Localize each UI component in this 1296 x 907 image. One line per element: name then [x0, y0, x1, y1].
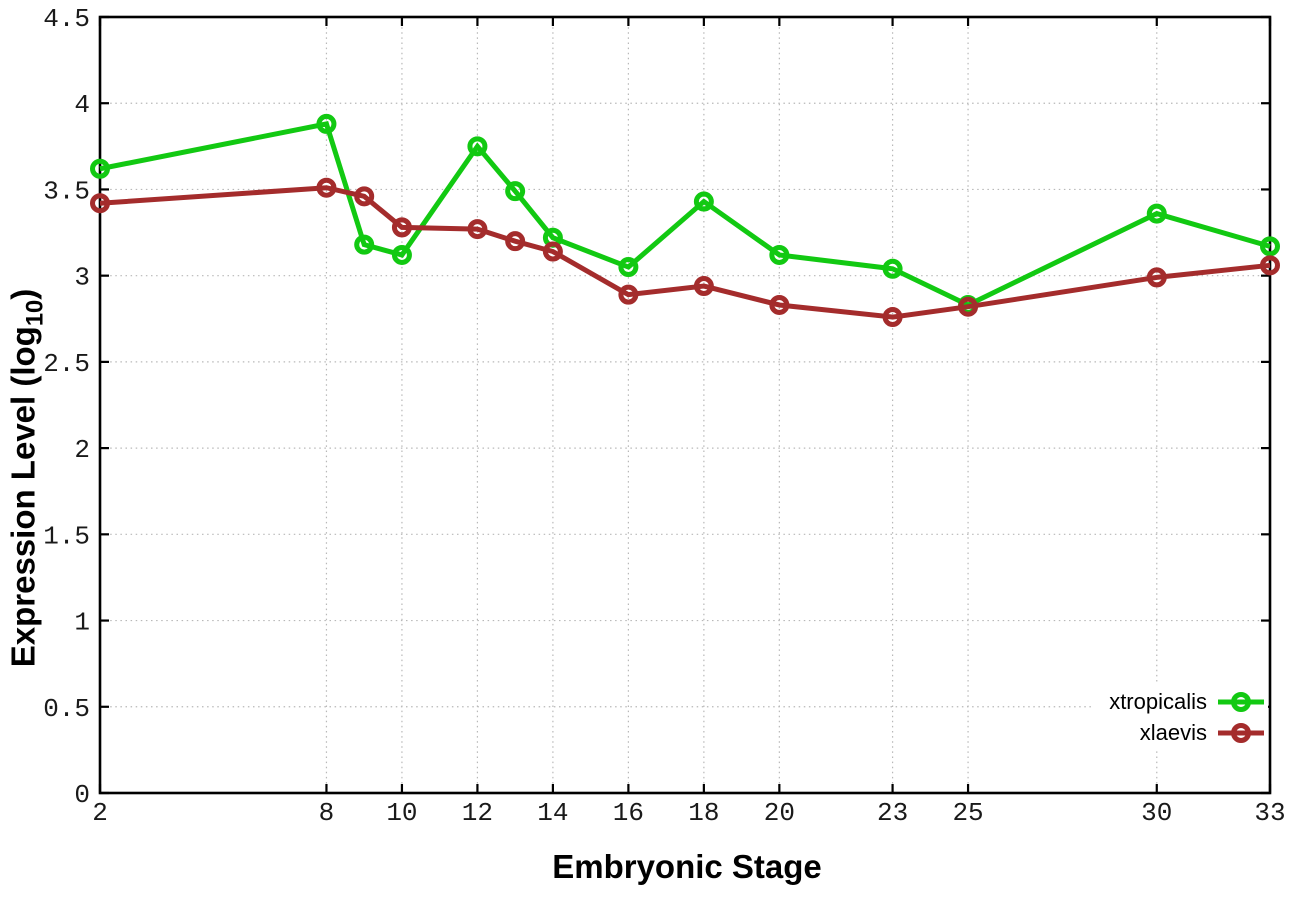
xtropicalis-marker [693, 191, 714, 212]
xlaevis-marker [882, 307, 903, 328]
xlaevis-marker [958, 296, 979, 317]
xlaevis-line [99, 185, 1271, 320]
xtropicalis-line [99, 121, 1271, 308]
xlaevis-marker [693, 276, 714, 297]
x-tick-label: 12 [462, 798, 493, 828]
series-xtropicalis [90, 113, 1280, 315]
y-tick-label: 2 [74, 435, 90, 465]
xtropicalis-line-marker-icon [1218, 691, 1264, 712]
x-tick-label: 25 [952, 798, 983, 828]
y-axis-title-suffix: ) [4, 288, 42, 300]
xlaevis-marker [391, 217, 412, 238]
xlaevis-marker [1146, 267, 1167, 288]
x-tick-label: 8 [319, 798, 335, 828]
y-tick-label: 4 [74, 90, 90, 120]
x-tick-label: 10 [386, 798, 417, 828]
xlaevis-marker [467, 219, 488, 240]
plot-border [98, 15, 1272, 795]
x-axis-title: Embryonic Stage [552, 848, 822, 885]
y-tick-label: 1.5 [43, 521, 90, 551]
xtropicalis-marker [354, 234, 375, 255]
xlaevis-line-marker-icon [1218, 722, 1264, 743]
xtropicalis-marker [316, 113, 337, 134]
xtropicalis-marker [1260, 236, 1280, 257]
legend-row: xlaevis [1109, 717, 1266, 748]
xlaevis-marker [618, 284, 639, 305]
xlaevis-marker [542, 241, 563, 262]
y-tick-label: 0.5 [43, 694, 90, 724]
x-tick-label: 16 [613, 798, 644, 828]
x-tick-label: 30 [1141, 798, 1172, 828]
x-tick-label: 18 [688, 798, 719, 828]
y-axis-title-text: Expression Level (log [4, 326, 42, 668]
xlaevis-marker [354, 186, 375, 207]
gridlines [100, 17, 1270, 793]
x-tick-label: 2 [92, 798, 108, 828]
xtropicalis-marker [1146, 203, 1167, 224]
legend-label-xlaevis: xlaevis [1139, 719, 1207, 745]
xlaevis-marker [316, 177, 337, 198]
xtropicalis-marker [391, 244, 412, 265]
tick-labels: 2 8 10 12 14 16 18 20 23 25 30 33 0 0.5 1 1.5 2 2.5 3 3.5 4 4… [43, 4, 1285, 828]
xlaevis-marker [90, 193, 110, 214]
y-axis-title-subscript: 10 [21, 299, 49, 327]
y-axis-title: Expression Level (log10) [5, 289, 50, 668]
legend-label-xtropicalis: xtropicalis [1109, 688, 1207, 714]
xtropicalis-marker [90, 158, 110, 179]
legend-row: xtropicalis [1109, 686, 1266, 717]
series-xlaevis [90, 177, 1280, 328]
y-tick-label: 0 [74, 780, 90, 810]
xtropicalis-marker [505, 181, 526, 202]
xtropicalis-marker [467, 136, 488, 157]
xlaevis-marker [769, 294, 790, 315]
y-tick-label: 3.5 [43, 176, 90, 206]
y-tick-label: 3 [74, 263, 90, 293]
y-tick-label: 2.5 [43, 349, 90, 379]
xtropicalis-marker [769, 244, 790, 265]
x-tick-label: 20 [764, 798, 795, 828]
x-tick-label: 33 [1254, 798, 1285, 828]
legend: xtropicalis xlaevis [1093, 684, 1268, 750]
x-tick-label: 14 [537, 798, 568, 828]
y-tick-label: 1 [74, 608, 90, 638]
tick-marks [98, 15, 1272, 795]
y-tick-label: 4.5 [43, 4, 90, 34]
xtropicalis-marker [618, 257, 639, 278]
xlaevis-marker [505, 231, 526, 252]
x-tick-label: 23 [877, 798, 908, 828]
xlaevis-marker [1260, 255, 1280, 276]
xtropicalis-marker [882, 258, 903, 279]
